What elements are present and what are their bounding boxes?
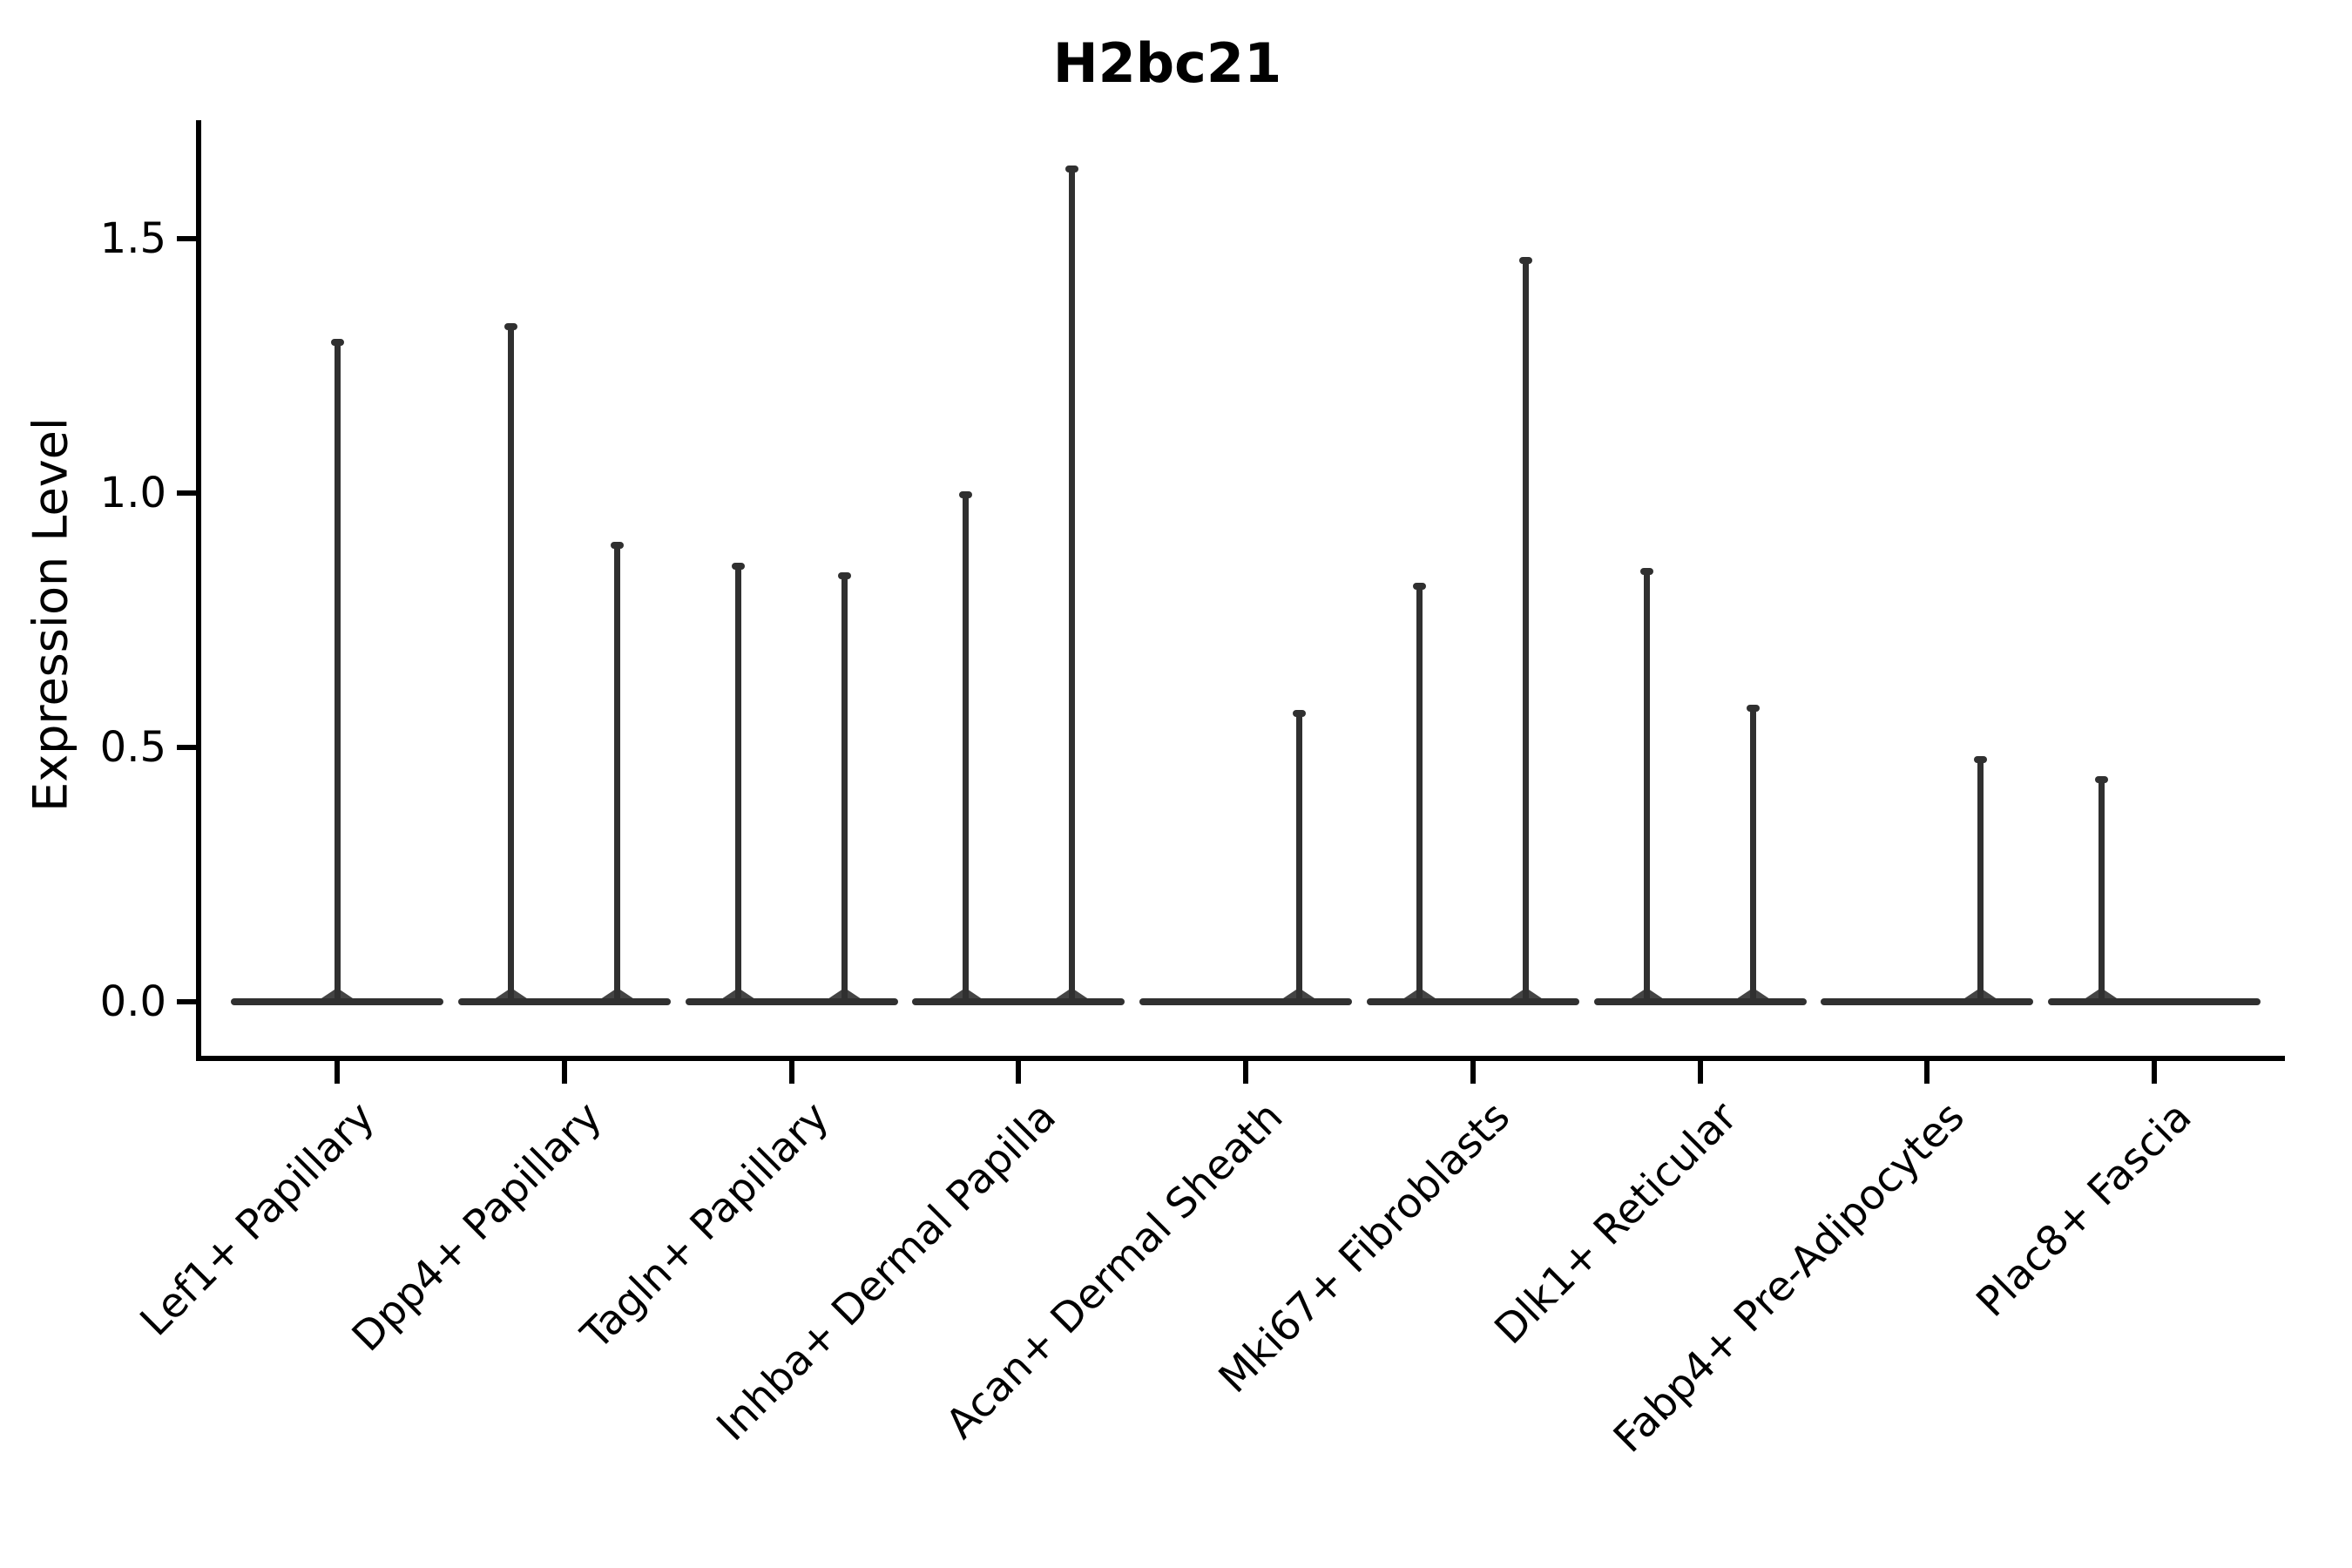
violin-spike (1295, 712, 1302, 1002)
violin-spike (1977, 757, 1984, 1002)
y-tick-mark (177, 745, 196, 750)
y-tick-label: 1.5 (99, 214, 166, 263)
x-tick-mark (1016, 1061, 1022, 1084)
violin-spike-tip (1640, 567, 1653, 575)
y-tick-mark (177, 999, 196, 1004)
violin-baseline (1821, 998, 2034, 1005)
x-tick-label: Lef1+ Papillary (131, 1092, 384, 1346)
violin-spike (962, 493, 969, 1002)
y-tick-label: 1.0 (99, 469, 166, 517)
x-tick-mark (1470, 1061, 1476, 1084)
violin-spike-tip (330, 338, 344, 346)
violin-baseline (685, 998, 898, 1005)
violin-spike (614, 544, 621, 1002)
violin-baseline (1366, 998, 1579, 1005)
violin-spike-tip (504, 323, 518, 331)
violin-baseline (1593, 998, 1807, 1005)
violin-spike (1068, 167, 1075, 1002)
violin-baseline (1139, 998, 1352, 1005)
violin-baseline (2048, 998, 2261, 1005)
violin-spike-tip (732, 562, 745, 570)
violin-spike-tip (1519, 257, 1533, 265)
violin-spike-tip (1064, 166, 1078, 173)
violin-spike (508, 325, 515, 1002)
x-tick-label: Tagln+ Papillary (571, 1092, 838, 1359)
x-tick-mark (2152, 1061, 2157, 1084)
violin-spike (2098, 778, 2105, 1002)
violin-spike-tip (838, 572, 851, 580)
x-tick-mark (561, 1061, 567, 1084)
violin-spike-tip (1292, 710, 1306, 718)
violin-spike-tip (958, 491, 972, 498)
x-tick-label: Dpp4+ Papillary (342, 1092, 612, 1362)
violin-spike-tip (611, 542, 625, 550)
violin-baseline (912, 998, 1125, 1005)
x-axis-spine (196, 1056, 2285, 1061)
y-axis-spine (196, 120, 201, 1061)
violin-spike (735, 564, 741, 1002)
violin-spike (334, 340, 341, 1002)
violin-spike (1644, 569, 1650, 1002)
x-tick-label: Plac8+ Fascia (1967, 1092, 2201, 1327)
x-tick-mark (1924, 1061, 1930, 1084)
y-tick-mark (177, 490, 196, 496)
x-tick-mark (788, 1061, 794, 1084)
y-tick-mark (177, 236, 196, 241)
violin-spike-tip (1747, 705, 1760, 713)
x-tick-label: Dlk1+ Reticular (1485, 1092, 1747, 1355)
x-tick-mark (1243, 1061, 1248, 1084)
y-tick-label: 0.0 (99, 977, 166, 1026)
violin-spike (1523, 259, 1530, 1002)
violin-spike-tip (1413, 583, 1427, 591)
x-tick-mark (1697, 1061, 1703, 1084)
y-axis-label: Expression Level (23, 417, 78, 812)
violin-spike (1416, 585, 1423, 1002)
x-tick-mark (335, 1061, 340, 1084)
y-tick-label: 0.5 (99, 723, 166, 772)
violin-spike-tip (2094, 776, 2108, 784)
violin-spike-tip (1973, 755, 1987, 763)
chart-title: H2bc21 (1052, 31, 1282, 95)
violin-baseline (457, 998, 671, 1005)
violin-spike (1750, 706, 1756, 1002)
violin-spike (841, 574, 848, 1002)
violin-baseline (231, 998, 443, 1005)
